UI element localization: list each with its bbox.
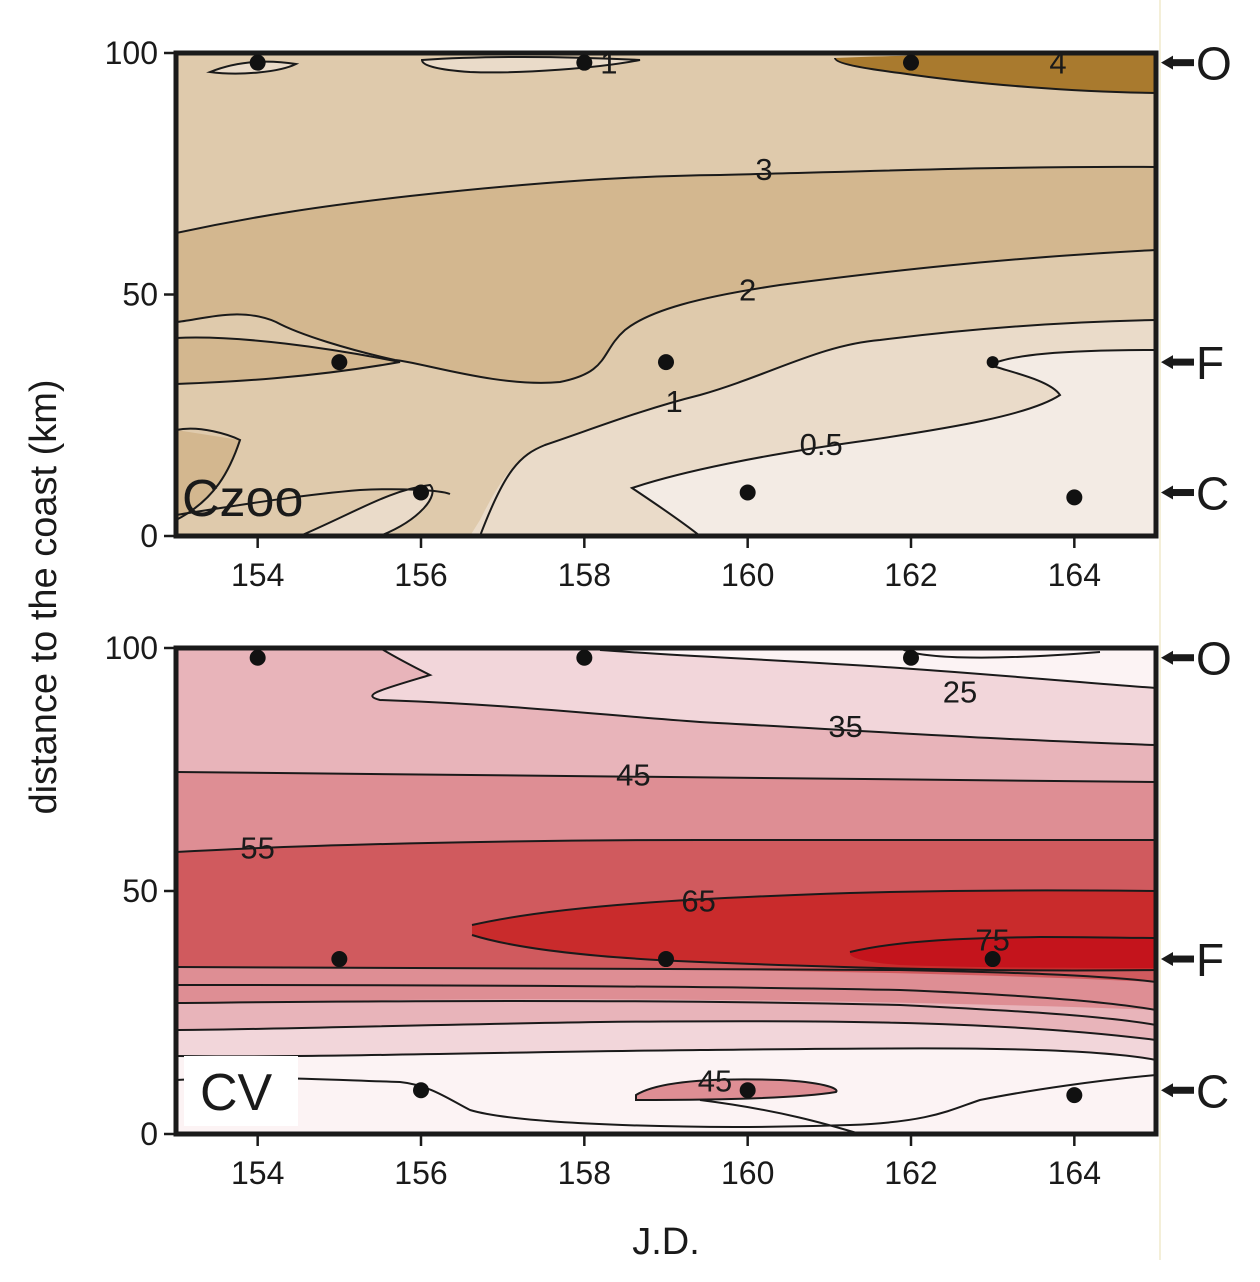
panel-czoo: 154 156 158 160 162 164 0 50 100 1 4 3 2 1 0.5 O F C C… — [105, 35, 1232, 593]
panel-label-czoo: Czoo — [182, 470, 303, 528]
cv-station-arrow-icon — [1161, 650, 1173, 665]
cv-station-arrow-icon — [1161, 1083, 1173, 1098]
czoo-sampling-point — [658, 354, 674, 371]
cv-sampling-point — [658, 951, 674, 968]
cv-y-axis: 0 50 100 — [105, 630, 176, 1152]
czoo-contour-label: 1 — [666, 384, 683, 419]
cv-station-arrow-icon — [1161, 952, 1173, 967]
cv-y-tick-label: 50 — [122, 873, 158, 909]
y-axis-title: distance to the coast (km) — [23, 379, 65, 814]
czoo-station-arrow-icon — [1161, 355, 1173, 370]
cv-contour-label: 35 — [828, 709, 862, 744]
cv-contour-label: 45 — [698, 1064, 732, 1099]
czoo-x-axis: 154 156 158 160 162 164 — [231, 536, 1101, 593]
cv-x-tick-label: 154 — [231, 1155, 284, 1191]
cv-contour-label: 65 — [681, 884, 715, 919]
czoo-station-arrow-icon — [1161, 55, 1173, 70]
czoo-sampling-point — [1066, 489, 1083, 506]
czoo-x-tick-label: 160 — [721, 557, 774, 593]
czoo-station-label: F — [1196, 337, 1224, 389]
czoo-x-tick-label: 162 — [884, 557, 937, 593]
cv-sampling-point — [739, 1082, 756, 1099]
czoo-station-arrow-shaft — [1172, 489, 1194, 497]
czoo-y-axis: 0 50 100 — [105, 35, 176, 554]
czoo-x-tick-label: 156 — [394, 557, 447, 593]
cv-sampling-point — [576, 649, 593, 666]
cv-contour-label: 45 — [616, 757, 650, 792]
czoo-sampling-point — [413, 484, 429, 501]
cv-station-label: O — [1196, 633, 1232, 685]
czoo-station-arrow-icon — [1161, 485, 1173, 500]
czoo-y-tick-label: 50 — [122, 277, 158, 313]
czoo-station-markers: O F C — [1161, 38, 1232, 520]
czoo-sampling-point — [739, 484, 756, 501]
czoo-contour-label: 1 — [600, 46, 617, 81]
czoo-station-arrow-shaft — [1172, 358, 1194, 366]
czoo-sampling-point — [986, 356, 999, 369]
czoo-y-tick-label: 100 — [105, 35, 158, 71]
cv-sampling-point — [1066, 1087, 1083, 1104]
czoo-contour-fills — [176, 53, 1156, 536]
cv-contour-lines — [176, 648, 1156, 1134]
cv-x-tick-label: 156 — [394, 1155, 447, 1191]
cv-contour-label: 55 — [240, 830, 274, 865]
cv-x-tick-label: 160 — [721, 1155, 774, 1191]
czoo-contour-label: 3 — [755, 152, 772, 187]
cv-sampling-point — [413, 1082, 429, 1099]
cv-label-box — [184, 1056, 298, 1126]
cv-y-tick-label: 0 — [140, 1116, 158, 1152]
czoo-contour-label: 2 — [739, 273, 756, 308]
cv-contour-label: 25 — [943, 675, 977, 710]
czoo-x-tick-label: 164 — [1048, 557, 1101, 593]
czoo-y-tick-label: 0 — [140, 518, 158, 554]
czoo-x-tick-label: 154 — [231, 557, 284, 593]
cv-x-axis: 154 156 158 160 162 164 — [231, 1134, 1101, 1191]
czoo-contour-labels: 1 4 3 2 1 0.5 — [600, 46, 1066, 463]
cv-sampling-point — [903, 649, 919, 666]
cv-station-arrow-shaft — [1172, 654, 1194, 662]
cv-sampling-point — [984, 951, 1001, 968]
czoo-sampling-point — [903, 54, 919, 71]
cv-x-tick-label: 164 — [1048, 1155, 1101, 1191]
cv-sampling-point — [249, 649, 266, 666]
cv-sampling-point — [331, 951, 348, 968]
cv-station-arrow-shaft — [1172, 1086, 1194, 1094]
czoo-sampling-points — [249, 54, 1083, 506]
panel-label-cv: CV — [200, 1064, 273, 1122]
czoo-station-label: O — [1196, 38, 1232, 90]
czoo-sampling-point — [249, 54, 266, 71]
cv-station-markers: O F C — [1161, 633, 1232, 1117]
czoo-station-arrow-shaft — [1172, 59, 1194, 67]
cv-x-tick-label: 158 — [558, 1155, 611, 1191]
czoo-contour-label: 4 — [1049, 46, 1066, 81]
cv-station-label: F — [1196, 934, 1224, 986]
cv-station-label: C — [1196, 1065, 1229, 1117]
cv-y-tick-label: 100 — [105, 630, 158, 666]
czoo-sampling-point — [576, 54, 593, 71]
czoo-contour-label: 0.5 — [800, 427, 843, 462]
czoo-station-label: C — [1196, 468, 1229, 520]
cv-x-tick-label: 162 — [884, 1155, 937, 1191]
czoo-sampling-point — [331, 354, 348, 371]
cv-station-arrow-shaft — [1172, 955, 1194, 963]
x-axis-title: J.D. — [632, 1221, 700, 1263]
cv-sampling-points — [249, 649, 1083, 1104]
czoo-x-tick-label: 158 — [558, 557, 611, 593]
